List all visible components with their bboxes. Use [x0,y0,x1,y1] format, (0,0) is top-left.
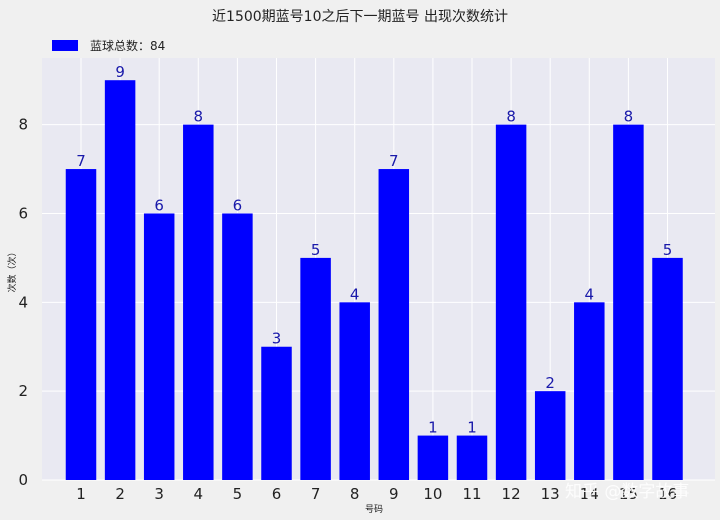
bar-value-label: 3 [272,330,282,348]
bar-value-label: 7 [76,152,86,170]
x-tick-label: 15 [619,485,638,503]
y-tick-label: 8 [18,116,28,134]
x-tick-label: 1 [76,485,86,503]
bar-15 [613,124,644,480]
x-tick-label: 6 [272,485,282,503]
x-tick-label: 16 [658,485,677,503]
x-tick-label: 12 [502,485,521,503]
chart-title: 近1500期蓝号10之后下一期蓝号 出现次数统计 [212,9,508,25]
bar-10 [417,435,449,480]
x-tick-label: 5 [233,485,243,503]
bar-value-label: 7 [389,152,399,170]
x-tick-label: 9 [389,485,399,503]
x-axis-label: 号码 [365,504,383,515]
bar-8 [339,302,370,480]
legend: 蓝球总数：84 [52,38,165,53]
bar-5 [222,213,253,480]
bar-value-label: 1 [428,419,438,437]
bar-13 [534,391,566,480]
y-tick-label: 2 [18,382,28,400]
bar-9 [378,169,410,481]
y-tick-label: 0 [18,471,28,489]
bar-value-label: 8 [624,108,634,126]
bar-value-label: 5 [663,241,673,259]
y-tick-label: 4 [18,293,28,311]
bars-group [65,80,683,481]
bar-value-label: 8 [194,108,204,126]
bar-value-label: 4 [585,285,595,303]
bar-4 [183,124,214,480]
bar-2 [104,80,136,481]
bar-value-label: 8 [506,108,516,126]
y-axis-label: 次数（次） [6,247,18,292]
bar-1 [65,169,97,481]
x-tick-label: 10 [423,485,442,503]
bar-12 [495,124,527,480]
bar-value-label: 2 [545,374,555,392]
bar-14 [574,302,605,480]
bar-7 [300,257,331,480]
bar-3 [143,213,175,480]
bar-6 [261,346,292,480]
bar-labels-group: 7 9 6 8 6 3 5 4 7 1 1 8 2 4 8 5 [76,63,672,436]
bar-value-label: 4 [350,285,360,303]
bar-value-label: 1 [467,419,477,437]
x-tick-label: 14 [580,485,599,503]
x-tick-label: 13 [541,485,560,503]
x-tick-label: 3 [154,485,164,503]
y-tick-labels: 0 2 4 6 8 [18,116,28,489]
bar-value-label: 6 [154,196,164,214]
x-tick-labels: 1 2 3 4 5 6 7 8 9 10 11 12 13 14 15 16 [76,485,677,503]
x-tick-label: 4 [194,485,204,503]
bar-value-label: 9 [115,63,125,81]
bar-11 [456,435,488,480]
legend-label: 蓝球总数：84 [90,38,165,53]
watermark: 知乎 @数字故事 [565,482,689,502]
x-tick-label: 2 [115,485,125,503]
bar-16 [652,257,683,480]
x-tick-label: 7 [311,485,321,503]
x-tick-label: 11 [462,485,481,503]
bar-value-label: 6 [233,196,243,214]
x-tick-label: 8 [350,485,360,503]
bar-value-label: 5 [311,241,321,259]
y-tick-label: 6 [18,204,28,222]
legend-swatch [52,40,78,51]
